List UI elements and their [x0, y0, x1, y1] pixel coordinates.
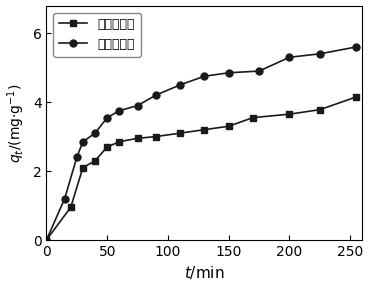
紫外光照下 [317, 52, 322, 56]
自然光照下 [287, 113, 292, 116]
自然光照下 [317, 108, 322, 111]
自然光照下 [68, 205, 73, 209]
自然光照下 [226, 125, 231, 128]
紫外光照下 [63, 197, 67, 200]
紫外光照下 [257, 69, 261, 73]
紫外光照下 [354, 45, 359, 49]
紫外光照下 [44, 238, 49, 242]
自然光照下 [135, 137, 140, 140]
紫外光照下 [81, 140, 85, 144]
紫外光照下 [105, 116, 110, 119]
自然光照下 [81, 166, 85, 169]
Y-axis label: $q_t$/(mg·g$^{-1}$): $q_t$/(mg·g$^{-1}$) [6, 83, 27, 163]
自然光照下 [178, 131, 182, 135]
自然光照下 [154, 135, 158, 138]
自然光照下 [93, 159, 97, 162]
紫外光照下 [75, 156, 79, 159]
Line: 紫外光照下: 紫外光照下 [43, 43, 360, 243]
紫外光照下 [287, 56, 292, 59]
X-axis label: $t$/min: $t$/min [184, 264, 225, 282]
紫外光照下 [178, 83, 182, 87]
自然光照下 [117, 140, 122, 144]
紫外光照下 [135, 104, 140, 107]
Line: 自然光照下: 自然光照下 [43, 94, 360, 243]
自然光照下 [44, 238, 49, 242]
紫外光照下 [154, 94, 158, 97]
自然光照下 [105, 145, 110, 149]
自然光照下 [202, 128, 206, 131]
紫外光照下 [226, 71, 231, 75]
Legend: 自然光照下, 紫外光照下: 自然光照下, 紫外光照下 [53, 13, 141, 57]
自然光照下 [354, 95, 359, 99]
紫外光照下 [93, 131, 97, 135]
紫外光照下 [202, 75, 206, 78]
紫外光照下 [117, 109, 122, 113]
自然光照下 [251, 116, 255, 119]
